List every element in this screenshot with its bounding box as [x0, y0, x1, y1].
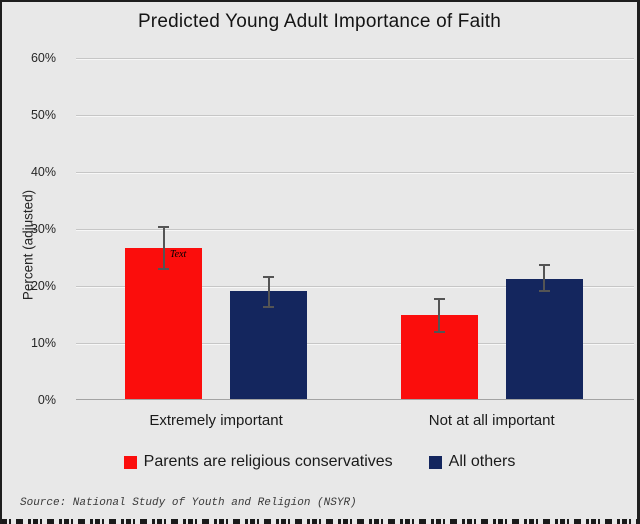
- y-tick-label: 50%: [30, 108, 56, 122]
- y-tick-label: 40%: [30, 165, 56, 179]
- error-bar-cap: [158, 226, 170, 229]
- error-bar-line: [438, 299, 441, 332]
- legend-swatch-navy: [428, 455, 442, 469]
- gridline: [76, 343, 634, 344]
- bar-series0-cat0: [125, 247, 203, 399]
- x-axis-label: Not at all important: [428, 412, 555, 429]
- error-bar-line: [267, 277, 270, 307]
- bar-series1-cat1: [505, 278, 583, 399]
- error-bar-cap: [263, 305, 275, 308]
- source-note: Source: National Study of Youth and Reli…: [20, 497, 357, 509]
- error-bar-cap: [538, 290, 550, 293]
- y-tick-label: 10%: [30, 336, 56, 350]
- plot-area: Text: [76, 58, 634, 400]
- error-bar-line: [162, 227, 165, 269]
- gridline: [76, 286, 634, 287]
- bar-annotation: Text: [170, 249, 187, 260]
- y-tick-column: 0% 10% 20% 30% 40% 50% 60%: [2, 51, 56, 407]
- legend-item-parents: Parents are religious conservatives: [123, 453, 393, 471]
- legend-swatch-red: [123, 455, 137, 469]
- legend: Parents are religious conservatives All …: [2, 453, 637, 471]
- error-bar-cap: [263, 276, 275, 279]
- gridline: [76, 229, 634, 230]
- y-tick-label: 60%: [30, 51, 56, 65]
- legend-label-parents: Parents are religious conservatives: [143, 453, 393, 470]
- gridline: [76, 58, 634, 59]
- error-bar-line: [543, 265, 546, 292]
- gridline: [76, 115, 634, 116]
- clipped-text-strip: [2, 519, 637, 524]
- y-tick-label: 30%: [30, 222, 56, 236]
- legend-label-all-others: All others: [448, 453, 516, 470]
- x-axis-label: Extremely important: [149, 412, 283, 429]
- legend-item-all-others: All others: [428, 453, 516, 471]
- chart-title: Predicted Young Adult Importance of Fait…: [137, 11, 502, 32]
- y-tick-label: 20%: [30, 279, 56, 293]
- y-tick-label: 0%: [37, 393, 56, 407]
- error-bar-cap: [538, 264, 550, 267]
- error-bar-cap: [433, 298, 445, 301]
- error-bar-cap: [158, 267, 170, 270]
- error-bar-cap: [433, 330, 445, 333]
- gridline: [76, 172, 634, 173]
- bar-series1-cat0: [230, 291, 308, 399]
- x-axis-labels: Extremely important Not at all important: [76, 412, 634, 432]
